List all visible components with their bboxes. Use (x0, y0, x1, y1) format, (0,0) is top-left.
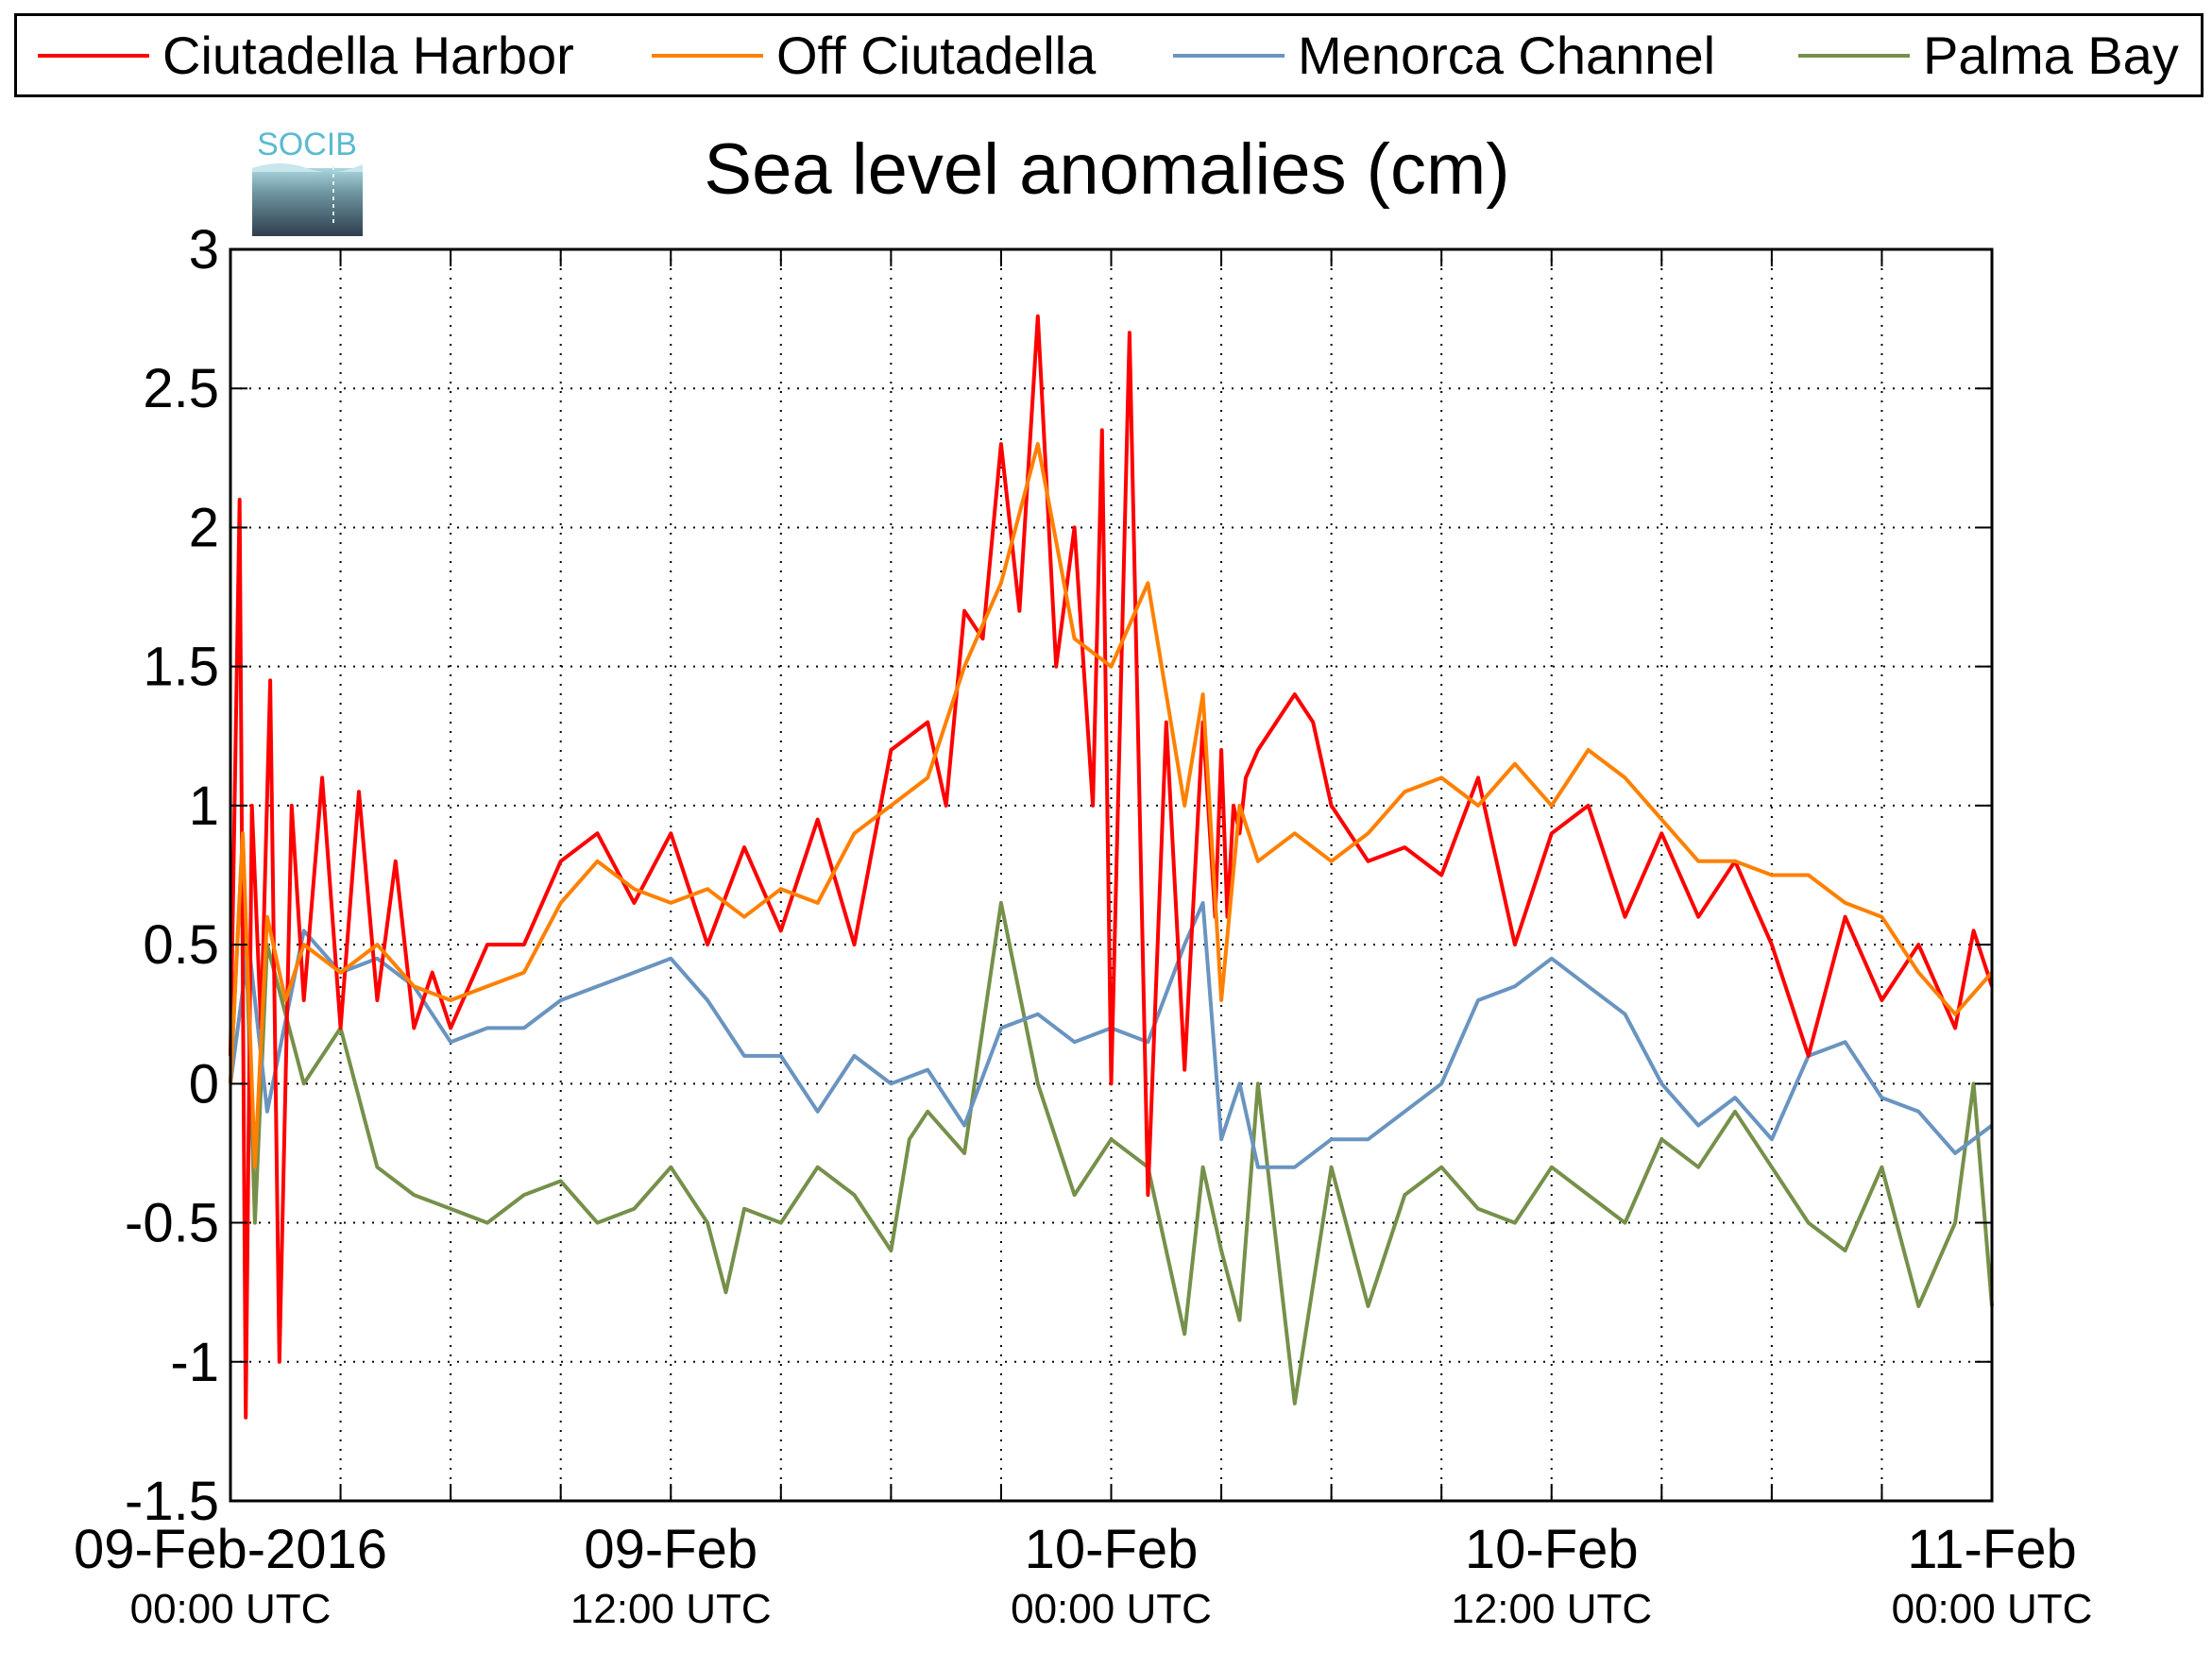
y-tick-label: -0.5 (125, 1193, 219, 1254)
x-tick-label-time: 00:00 UTC (1892, 1586, 2093, 1632)
axis-ticks (230, 248, 1993, 1502)
grid-lines (230, 249, 1992, 1501)
y-tick-labels: 3 2.5 2 1.5 1 0.5 0 -0.5 -1 -1.5 (125, 219, 219, 1532)
y-tick-label: -1.5 (125, 1471, 219, 1532)
x-tick-label-date: 11-Feb (1907, 1519, 2076, 1580)
legend-swatch-off-ciutadella (652, 53, 763, 58)
x-tick-label-date: 09-Feb (584, 1519, 757, 1580)
legend-swatch-palma-bay (1798, 53, 1910, 58)
x-tick-label-time: 12:00 UTC (570, 1586, 772, 1632)
y-tick-label: 2.5 (143, 358, 219, 419)
x-tick-label-time: 00:00 UTC (130, 1586, 332, 1632)
series-line-ciutadella-harbor (229, 314, 1994, 1420)
legend-swatch-menorca-channel (1173, 53, 1285, 58)
legend-item-palma-bay: Palma Bay (1798, 16, 2179, 94)
legend-swatch-ciutadella-harbor (38, 53, 149, 58)
legend-item-ciutadella-harbor: Ciutadella Harbor (38, 16, 574, 94)
logo-text: SOCIB (257, 127, 357, 162)
y-tick-label: 1 (189, 775, 219, 837)
series-layer (229, 314, 1994, 1420)
y-tick-label: 3 (189, 219, 219, 281)
legend-item-menorca-channel: Menorca Channel (1173, 16, 1715, 94)
legend-label: Menorca Channel (1298, 26, 1716, 85)
y-tick-label: 0.5 (143, 914, 219, 976)
chart-title: Sea level anomalies (cm) (704, 129, 1509, 210)
socib-logo: SOCIB (252, 127, 363, 236)
y-tick-label: 1.5 (143, 637, 219, 698)
series-line-off-ciutadella (229, 442, 1994, 1169)
x-tick-labels: 09-Feb-2016 00:00 UTC 09-Feb 12:00 UTC 10-Fe… (74, 1519, 2092, 1632)
x-tick-label-date: 09-Feb-2016 (74, 1519, 387, 1580)
x-tick-label-date: 10-Feb (1465, 1519, 1639, 1580)
legend-item-off-ciutadella: Off Ciutadella (652, 16, 1096, 94)
series-line-palma-bay (229, 831, 1994, 1405)
chart-legend: Ciutadella Harbor Off Ciutadella Menorca… (14, 13, 2203, 97)
legend-label: Off Ciutadella (776, 26, 1097, 85)
series-line-menorca-channel (229, 900, 1994, 1169)
legend-label: Ciutadella Harbor (162, 26, 574, 85)
y-tick-label: -1 (170, 1332, 219, 1393)
y-tick-label: 2 (189, 497, 219, 558)
y-tick-label: 0 (189, 1053, 219, 1115)
x-tick-label-time: 12:00 UTC (1451, 1586, 1652, 1632)
x-tick-label-date: 10-Feb (1025, 1519, 1199, 1580)
legend-label: Palma Bay (1923, 26, 2179, 85)
x-tick-label-time: 00:00 UTC (1011, 1586, 1212, 1632)
